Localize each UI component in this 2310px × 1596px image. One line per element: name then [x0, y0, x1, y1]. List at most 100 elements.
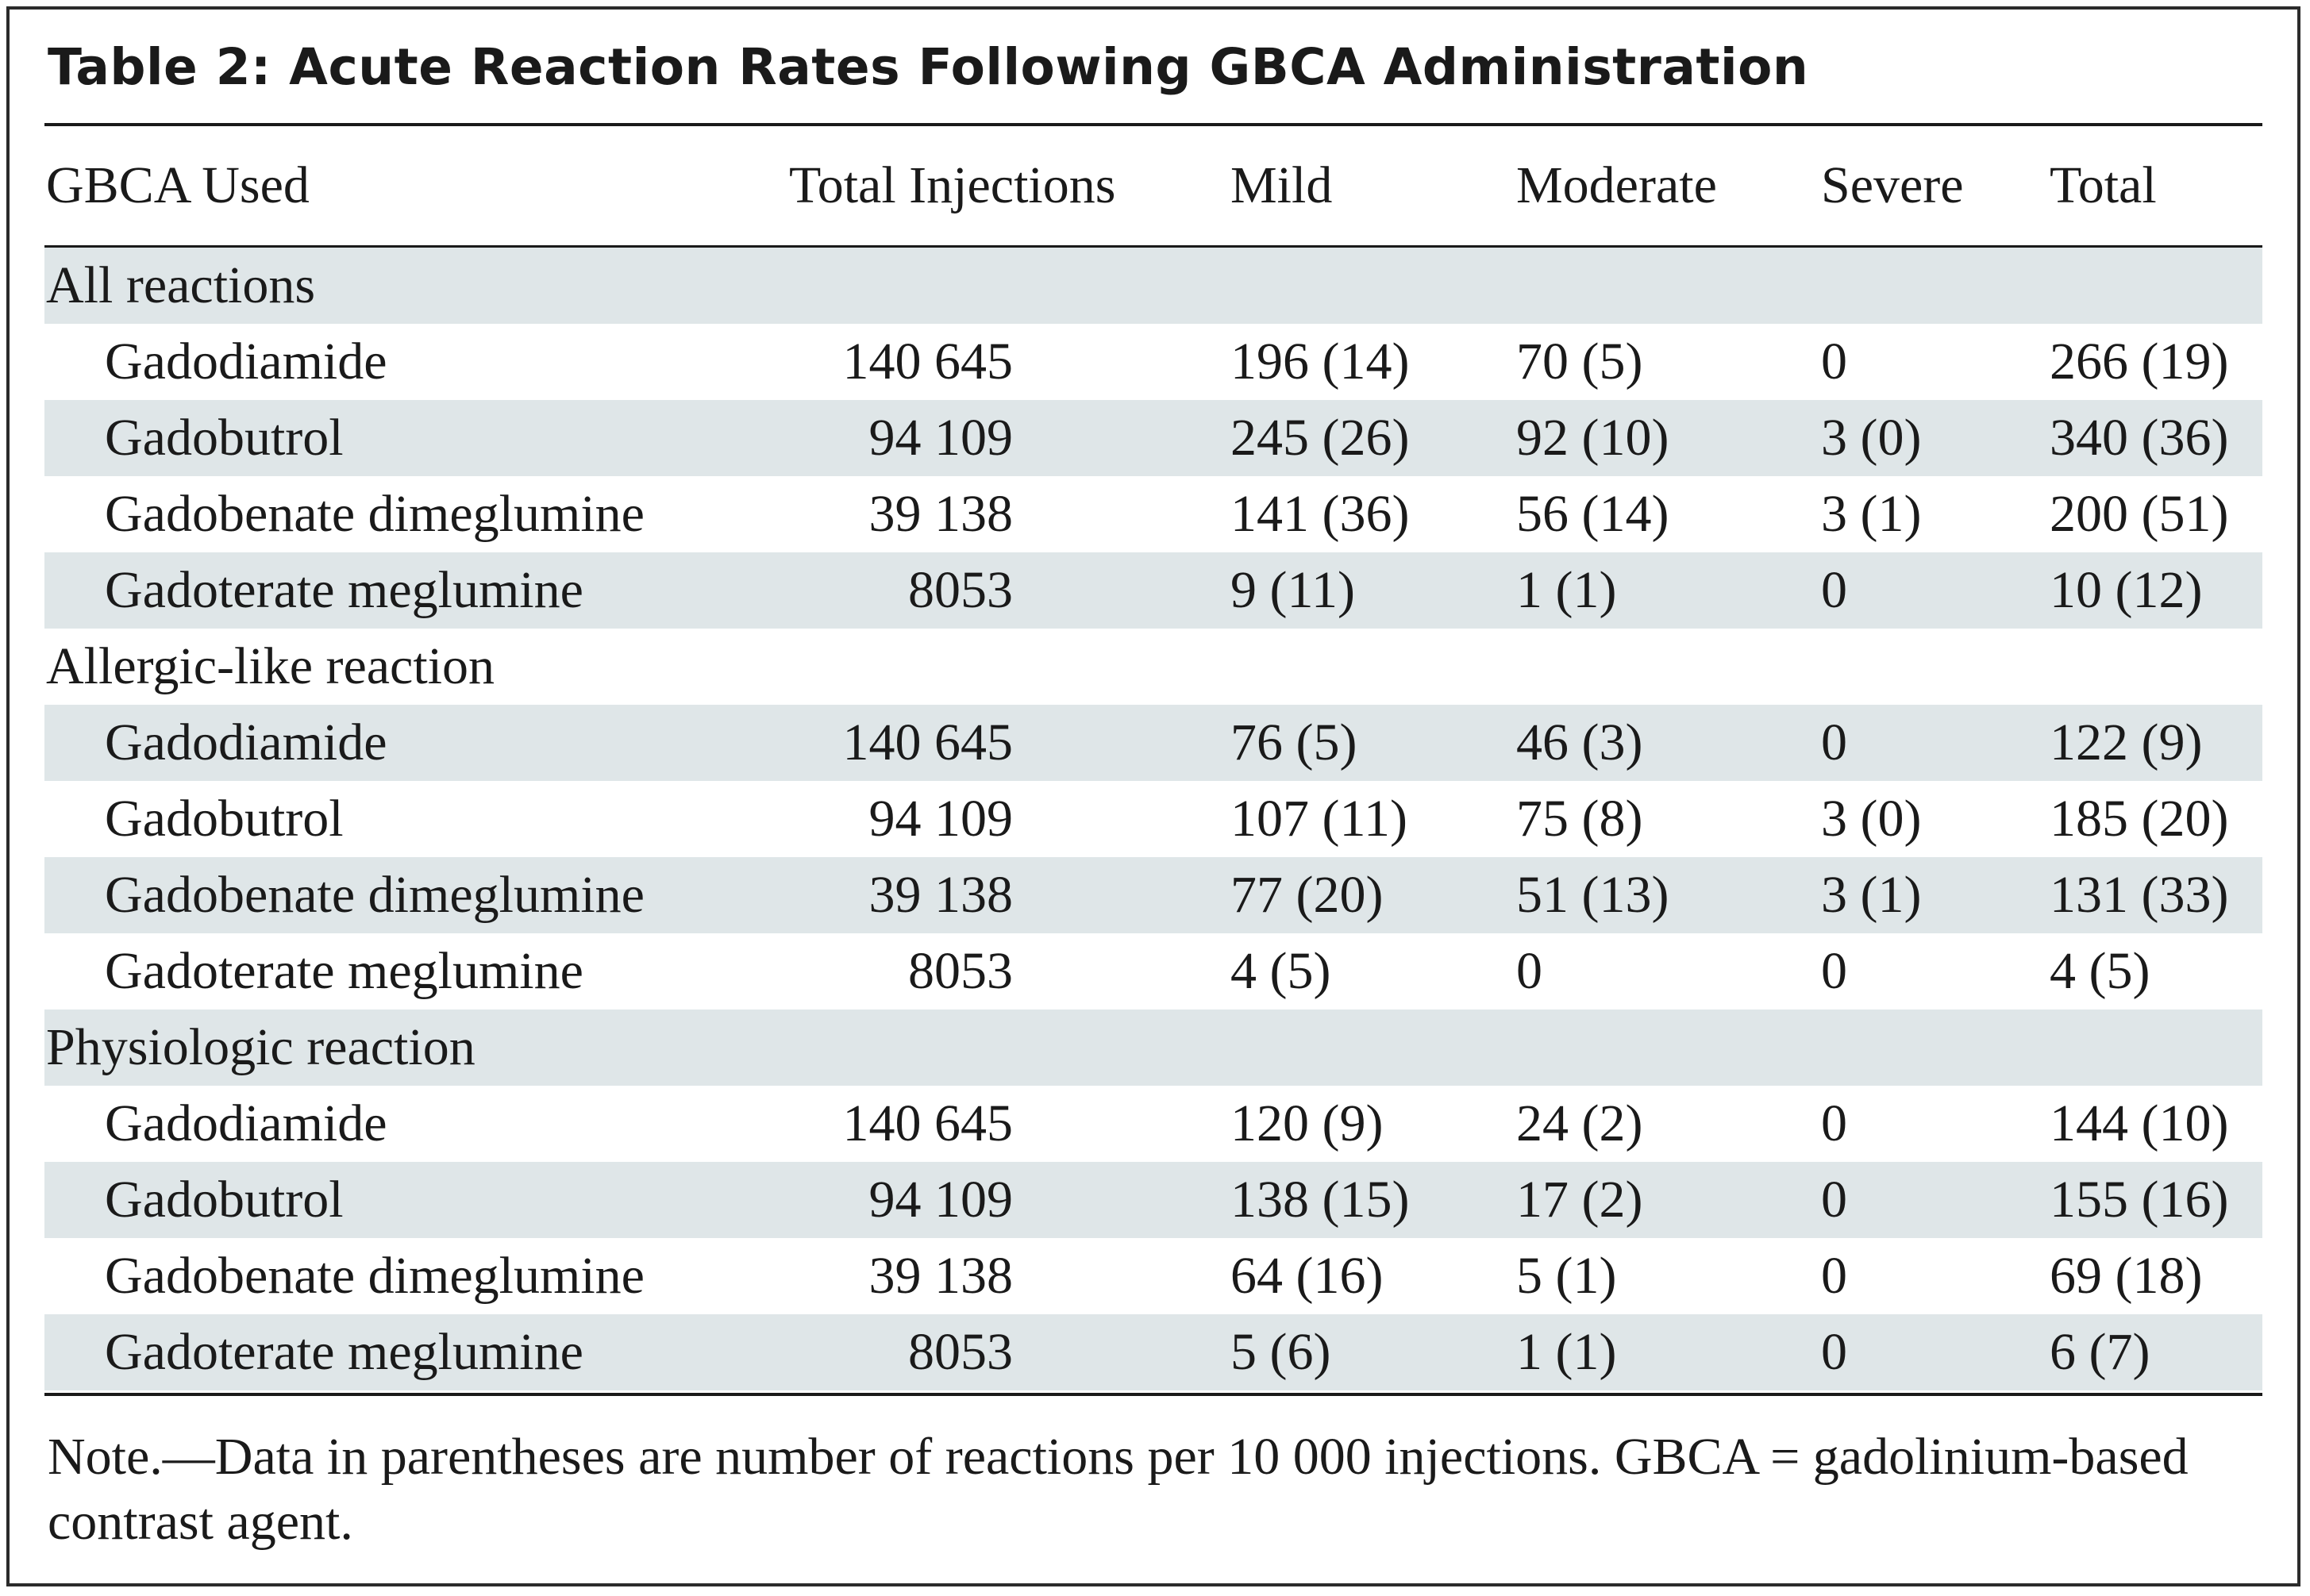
total-injections-value: 39 138 — [868, 485, 1014, 543]
total-injections-value: 8053 — [908, 942, 1013, 1000]
severe-value: 0 — [1821, 942, 1847, 1000]
section-row-all-reactions: All reactions — [44, 248, 2262, 324]
table-row: Gadobutrol 94 109 107 (11) 75 (8) 3 (0) … — [44, 781, 2262, 857]
top-rule — [44, 123, 2262, 126]
total-value: 10 (12) — [2050, 561, 2203, 619]
table-row: Gadoterate meglumine 8053 9 (11) 1 (1) 0… — [44, 552, 2262, 629]
mild-value: 5 (6) — [1230, 1323, 1331, 1381]
moderate-value: 1 (1) — [1516, 1323, 1617, 1381]
header-gbca-used: GBCA Used — [46, 156, 310, 214]
agent-name: Gadobenate dimeglumine — [105, 485, 645, 543]
table-row: Gadodiamide 140 645 120 (9) 24 (2) 0 144… — [44, 1086, 2262, 1162]
section-label: Allergic-like reaction — [46, 637, 495, 695]
bottom-rule — [44, 1393, 2262, 1396]
table-title: Table 2: Acute Reaction Rates Following … — [48, 38, 1809, 96]
agent-name: Gadobenate dimeglumine — [105, 1247, 645, 1305]
moderate-value: 70 (5) — [1516, 333, 1643, 390]
severe-value: 0 — [1821, 333, 1847, 390]
agent-name: Gadoterate meglumine — [105, 942, 583, 1000]
moderate-value: 17 (2) — [1516, 1171, 1643, 1229]
moderate-value: 24 (2) — [1516, 1094, 1643, 1152]
mild-value: 9 (11) — [1230, 561, 1356, 619]
total-value: 185 (20) — [2050, 790, 2229, 848]
total-injections-value: 94 109 — [868, 1171, 1014, 1229]
agent-name: Gadodiamide — [105, 713, 387, 771]
total-value: 155 (16) — [2050, 1171, 2229, 1229]
total-value: 4 (5) — [2050, 942, 2150, 1000]
total-value: 131 (33) — [2050, 866, 2229, 924]
total-value: 200 (51) — [2050, 485, 2229, 543]
severe-value: 3 (1) — [1821, 485, 1922, 543]
mild-value: 245 (26) — [1230, 409, 1410, 467]
severe-value: 0 — [1821, 561, 1847, 619]
total-injections-value: 8053 — [908, 561, 1013, 619]
severe-value: 0 — [1821, 1094, 1847, 1152]
table-note: Note.—Data in parentheses are number of … — [48, 1428, 2189, 1551]
total-injections-value: 140 645 — [842, 713, 1014, 771]
agent-name: Gadoterate meglumine — [105, 561, 583, 619]
severe-value: 3 (1) — [1821, 866, 1922, 924]
total-injections-value: 94 109 — [868, 409, 1014, 467]
moderate-value: 56 (14) — [1516, 485, 1669, 543]
total-injections-value: 94 109 — [868, 790, 1014, 848]
header-total-injections: Total Injections — [789, 156, 1116, 214]
agent-name: Gadobutrol — [105, 1171, 344, 1229]
table-body: All reactions Gadodiamide 140 645 196 (1… — [44, 248, 2262, 1390]
total-value: 340 (36) — [2050, 409, 2229, 467]
header-rule — [44, 245, 2262, 248]
agent-name: Gadobutrol — [105, 790, 344, 848]
table-row: Gadobutrol 94 109 138 (15) 17 (2) 0 155 … — [44, 1162, 2262, 1238]
mild-value: 76 (5) — [1230, 713, 1357, 771]
table-row: Gadobenate dimeglumine 39 138 77 (20) 51… — [44, 857, 2262, 933]
total-value: 144 (10) — [2050, 1094, 2229, 1152]
mild-value: 4 (5) — [1230, 942, 1331, 1000]
agent-name: Gadoterate meglumine — [105, 1323, 583, 1381]
table-row: Gadodiamide 140 645 196 (14) 70 (5) 0 26… — [44, 324, 2262, 400]
moderate-value: 75 (8) — [1516, 790, 1643, 848]
total-injections-value: 140 645 — [842, 1094, 1014, 1152]
table-row: Gadobenate dimeglumine 39 138 64 (16) 5 … — [44, 1238, 2262, 1314]
agent-name: Gadodiamide — [105, 333, 387, 390]
moderate-value: 5 (1) — [1516, 1247, 1617, 1305]
mild-value: 141 (36) — [1230, 485, 1410, 543]
moderate-value: 1 (1) — [1516, 561, 1617, 619]
section-label: All reactions — [46, 256, 316, 314]
mild-value: 77 (20) — [1230, 866, 1384, 924]
moderate-value: 46 (3) — [1516, 713, 1643, 771]
agent-name: Gadobenate dimeglumine — [105, 866, 645, 924]
table-header: GBCA Used Total Injections Mild Moderate… — [44, 127, 2262, 245]
severe-value: 0 — [1821, 1171, 1847, 1229]
total-value: 69 (18) — [2050, 1247, 2203, 1305]
table-row: Gadoterate meglumine 8053 4 (5) 0 0 4 (5… — [44, 933, 2262, 1010]
mild-value: 64 (16) — [1230, 1247, 1384, 1305]
mild-value: 107 (11) — [1230, 790, 1408, 848]
severe-value: 3 (0) — [1821, 790, 1922, 848]
section-label: Physiologic reaction — [46, 1018, 475, 1076]
mild-value: 120 (9) — [1230, 1094, 1384, 1152]
mild-value: 138 (15) — [1230, 1171, 1410, 1229]
moderate-value: 92 (10) — [1516, 409, 1669, 467]
table-row: Gadobutrol 94 109 245 (26) 92 (10) 3 (0)… — [44, 400, 2262, 476]
header-severe: Severe — [1821, 156, 1964, 214]
severe-value: 0 — [1821, 1323, 1847, 1381]
total-injections-value: 140 645 — [842, 333, 1014, 390]
severe-value: 3 (0) — [1821, 409, 1922, 467]
severe-value: 0 — [1821, 1247, 1847, 1305]
header-mild: Mild — [1230, 156, 1333, 214]
table-row: Gadobenate dimeglumine 39 138 141 (36) 5… — [44, 476, 2262, 552]
table-row: Gadodiamide 140 645 76 (5) 46 (3) 0 122 … — [44, 705, 2262, 781]
total-value: 122 (9) — [2050, 713, 2203, 771]
agent-name: Gadodiamide — [105, 1094, 387, 1152]
section-row-physiologic-reaction: Physiologic reaction — [44, 1010, 2262, 1086]
moderate-value: 51 (13) — [1516, 866, 1669, 924]
table-frame — [6, 6, 2300, 1586]
section-row-allergic-like-reaction: Allergic-like reaction — [44, 629, 2262, 705]
total-value: 6 (7) — [2050, 1323, 2150, 1381]
total-value: 266 (19) — [2050, 333, 2229, 390]
total-injections-value: 39 138 — [868, 1247, 1014, 1305]
severe-value: 0 — [1821, 713, 1847, 771]
table-row: Gadoterate meglumine 8053 5 (6) 1 (1) 0 … — [44, 1314, 2262, 1390]
header-total: Total — [2050, 156, 2157, 214]
mild-value: 196 (14) — [1230, 333, 1410, 390]
header-moderate: Moderate — [1516, 156, 1717, 214]
